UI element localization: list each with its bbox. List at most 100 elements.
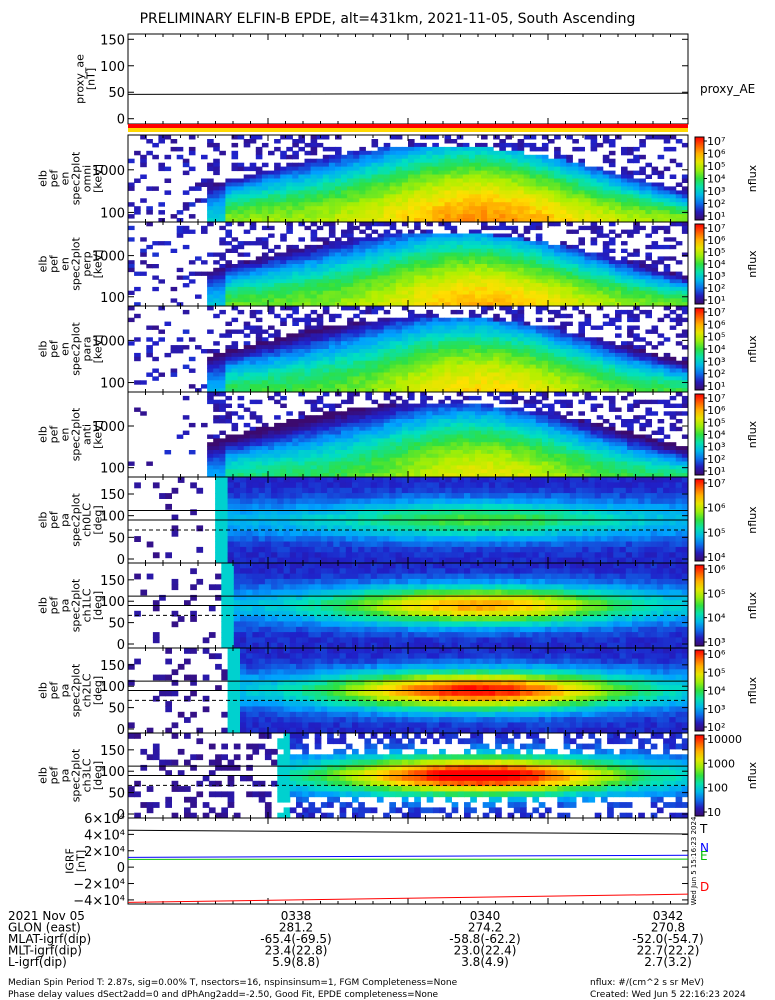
spectrogram-cell <box>322 384 330 389</box>
spectrogram-cell <box>450 190 458 195</box>
spectrogram-cell <box>554 309 561 315</box>
spectrogram-cell <box>645 244 652 250</box>
spectrogram-cell <box>408 186 415 191</box>
spectrogram-cell <box>335 158 342 164</box>
spectrogram-cell <box>341 352 348 358</box>
spectrogram-cell <box>237 290 245 295</box>
spectrogram-cell <box>475 146 482 152</box>
spectrogram-cell <box>140 380 147 385</box>
spectrogram-cell <box>298 186 305 191</box>
spectrogram-cell <box>249 352 257 358</box>
spectrogram-cell <box>584 313 592 319</box>
spectrogram-cell <box>487 329 494 334</box>
spectrogram-cell <box>188 146 196 152</box>
y-axis-label-line: en <box>59 342 72 356</box>
spectrogram-cell <box>566 321 573 326</box>
spectrogram-cell <box>219 302 226 307</box>
spectrogram-cell <box>341 174 348 179</box>
spectrogram-cell <box>627 170 634 176</box>
spectrogram-cell <box>493 329 500 334</box>
spectrogram-cell <box>280 233 287 238</box>
spectrogram-cell <box>286 166 293 172</box>
spectrogram-cell <box>237 271 245 276</box>
spectrogram-cell <box>377 368 385 373</box>
spectrogram-cell <box>566 380 573 385</box>
spectrogram-cell <box>475 202 482 207</box>
spectrogram-cell <box>359 146 366 152</box>
spectrogram-cell <box>669 271 677 276</box>
spectrogram-cell <box>456 283 464 288</box>
spectrogram-cell <box>255 442 263 447</box>
spectrogram-cell <box>365 364 372 369</box>
spectrogram-cell <box>353 329 360 334</box>
spectrogram-cell <box>615 380 622 385</box>
spectrogram-cell <box>462 146 470 152</box>
spectrogram-cell <box>548 317 555 323</box>
spectrogram-cell <box>182 158 190 164</box>
spectrogram-cell <box>493 290 500 295</box>
spectrogram-cell <box>298 248 305 253</box>
spectrogram-cell <box>681 142 689 148</box>
spectrogram-cell <box>608 267 616 273</box>
spectrogram-cell <box>493 279 500 284</box>
spectrogram-cell <box>633 302 640 307</box>
spectrogram-cell <box>389 275 397 280</box>
spectrogram-cell <box>669 194 677 199</box>
spectrogram-cell <box>414 321 421 326</box>
spectrogram-cell <box>560 360 567 366</box>
spectrogram-cell <box>353 248 360 253</box>
spectrogram-cell <box>170 349 178 354</box>
spectrogram-cell <box>517 174 525 179</box>
spectrogram-cell <box>541 286 549 292</box>
spectrogram-cell <box>401 325 409 330</box>
spectrogram-cell <box>420 290 427 295</box>
spectrogram-cell <box>493 244 500 250</box>
spectrogram-cell <box>468 146 476 152</box>
spectrogram-cell <box>395 333 403 338</box>
spectrogram-cell <box>535 294 543 299</box>
spectrogram-cell <box>608 317 616 323</box>
spectrogram-cell <box>675 214 683 219</box>
spectrogram-cell <box>383 302 391 307</box>
spectrogram-cell <box>493 271 500 276</box>
spectrogram-cell <box>310 166 318 172</box>
spectrogram-cell <box>219 450 226 455</box>
spectrogram-cell <box>566 186 573 191</box>
colorbar-tick-label: 10⁶ <box>707 318 726 331</box>
spectrogram-cell <box>462 150 470 156</box>
spectrogram-cell <box>462 333 470 338</box>
spectrogram-cell <box>365 218 372 223</box>
spectrogram-cell <box>602 139 610 144</box>
spectrogram-cell <box>645 186 652 191</box>
spectrogram-cell <box>450 317 458 323</box>
spectrogram-cell <box>602 380 610 385</box>
spectrogram-cell <box>383 229 391 234</box>
spectrogram-cell <box>493 158 500 164</box>
spectrogram-cell <box>395 298 403 303</box>
spectrogram-cell <box>468 178 476 183</box>
spectrogram-cell <box>335 364 342 369</box>
spectrogram-cell <box>608 275 616 280</box>
spectrogram-cell <box>268 267 275 273</box>
spectrogram-cell <box>310 317 318 323</box>
spectrogram-cell <box>207 202 214 207</box>
spectrogram-cell <box>395 349 403 354</box>
spectrogram-cell <box>322 380 330 385</box>
spectrogram-cell <box>450 286 458 292</box>
spectrogram-cell <box>657 317 665 323</box>
spectrogram-cell <box>395 182 403 187</box>
spectrogram-cell <box>146 264 153 269</box>
spectrogram-cell <box>487 337 494 342</box>
spectrogram-cell <box>420 283 427 288</box>
spectrogram-cell <box>639 210 646 215</box>
spectrogram-cell <box>529 178 537 183</box>
spectrogram-cell <box>456 384 464 389</box>
spectrogram-cell <box>438 146 445 152</box>
spectrogram-cell <box>548 388 555 393</box>
spectrogram-cell <box>389 206 397 211</box>
spectrogram-cell <box>681 190 689 195</box>
spectrogram-cell <box>560 214 567 219</box>
spectrogram-cell <box>487 376 494 381</box>
spectrogram-cell <box>328 298 336 303</box>
spectrogram-cell <box>517 341 525 346</box>
